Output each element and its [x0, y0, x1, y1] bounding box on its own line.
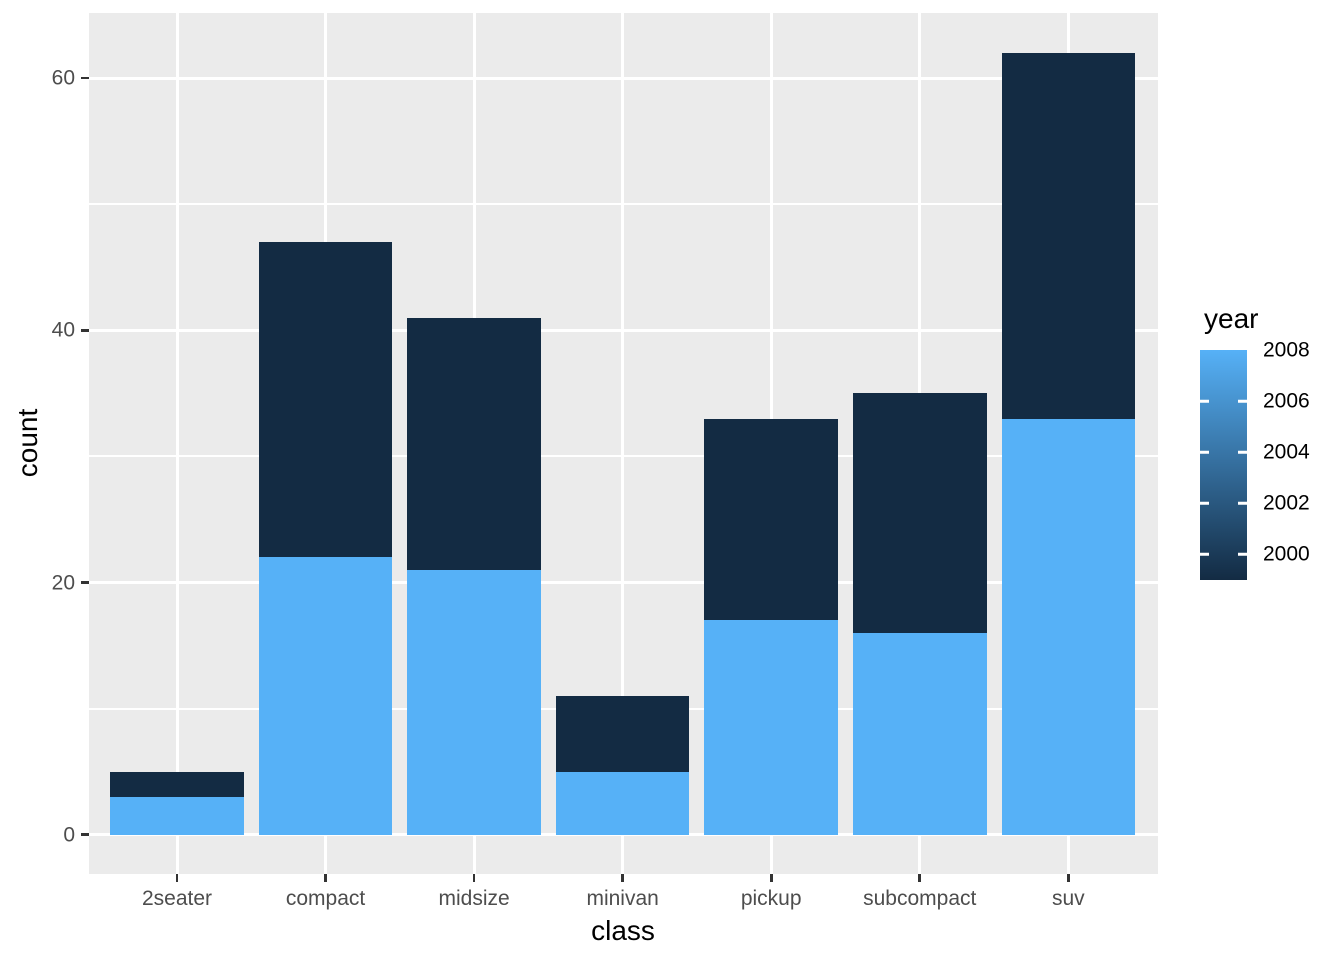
- y-axis-title: count: [12, 408, 43, 478]
- legend-label-2000: 2000: [1263, 542, 1310, 566]
- x-tick-label-pickup: pickup: [740, 887, 802, 910]
- y-axis-tick: [81, 76, 89, 80]
- y-tick-label-40: 40: [51, 318, 75, 342]
- bar-segment-midsize-2008: [407, 569, 541, 835]
- legend-tick-right: [1238, 502, 1247, 505]
- y-axis-tick: [81, 328, 89, 332]
- x-major-gridline: [621, 13, 625, 874]
- x-tick-label-suv: suv: [1051, 887, 1085, 910]
- bar-segment-pickup-1999: [704, 418, 838, 621]
- y-tick-label-20: 20: [51, 571, 75, 594]
- legend-gradient-bar: [1200, 350, 1247, 580]
- x-tick-label-compact: compact: [285, 887, 366, 910]
- bar-segment-midsize-1999: [407, 317, 541, 570]
- x-tick-label-2seater: 2seater: [141, 887, 213, 910]
- x-axis-tick: [621, 874, 624, 882]
- legend-tick-left: [1200, 553, 1209, 556]
- legend-title: year: [1204, 303, 1259, 334]
- bar-segment-subcompact-2008: [852, 632, 987, 835]
- bar-segment-suv-1999: [1001, 52, 1136, 419]
- x-tick-label-midsize: midsize: [438, 887, 510, 910]
- legend-tick-right: [1238, 450, 1247, 454]
- legend-label-2008: 2008: [1263, 338, 1310, 362]
- x-axis-tick: [324, 874, 327, 882]
- bar-segment-minivan-1999: [555, 695, 690, 772]
- bar-segment-suv-2008: [1001, 418, 1136, 835]
- x-major-gridline: [175, 13, 179, 874]
- x-axis-tick: [1066, 874, 1070, 882]
- x-axis-title: class: [591, 915, 655, 946]
- legend-tick-left: [1200, 399, 1209, 403]
- bar-segment-compact-1999: [258, 242, 393, 558]
- legend-tick-left: [1200, 450, 1209, 454]
- y-axis-tick: [81, 581, 89, 584]
- legend-tick-right: [1238, 399, 1247, 403]
- legend-label-2004: 2004: [1263, 440, 1310, 464]
- x-tick-label-minivan: minivan: [586, 887, 659, 910]
- legend-label-2006: 2006: [1263, 389, 1310, 413]
- y-axis-tick: [81, 833, 89, 837]
- x-axis-tick: [769, 874, 773, 882]
- x-axis-tick: [918, 874, 922, 882]
- y-tick-label-0: 0: [63, 823, 75, 847]
- x-axis-tick: [175, 874, 179, 882]
- bar-segment-subcompact-1999: [852, 393, 987, 633]
- y-tick-label-60: 60: [51, 66, 75, 90]
- bar-segment-2seater-2008: [110, 796, 244, 835]
- x-tick-label-subcompact: subcompact: [863, 887, 977, 910]
- x-axis-tick: [472, 874, 476, 882]
- bar-segment-minivan-2008: [555, 771, 690, 835]
- legend-tick-right: [1238, 553, 1247, 556]
- legend-tick-left: [1200, 502, 1209, 505]
- bar-segment-2seater-1999: [110, 771, 244, 797]
- legend-label-2002: 2002: [1263, 491, 1310, 515]
- bar-segment-pickup-2008: [704, 620, 838, 835]
- bar-segment-compact-2008: [258, 557, 393, 835]
